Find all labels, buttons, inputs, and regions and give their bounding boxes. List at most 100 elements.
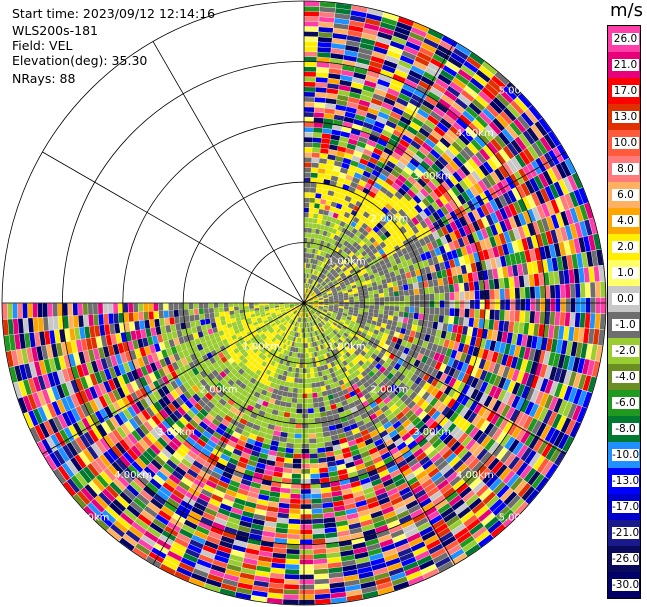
radar-bin [381,17,398,26]
radar-bin [289,503,301,509]
radar-bin [498,131,511,146]
radar-bin [305,348,309,353]
radar-bin [332,212,339,219]
radar-bin [398,311,404,318]
radar-bin [345,45,360,53]
radar-bin [318,328,323,334]
radar-bin [395,220,403,229]
radar-bin [317,284,322,289]
radar-bin [387,235,395,243]
radar-bin [330,276,336,282]
radar-bin [486,141,499,155]
radar-bin [549,366,558,381]
radar-bin [565,209,574,225]
radar-bin [543,152,556,168]
radar-bin [366,350,374,357]
radar-bin [441,152,452,163]
radar-bin [346,169,356,177]
radar-bin [314,372,319,378]
radar-bin [364,392,372,400]
radar-bin [468,441,481,454]
radar-bin [284,457,293,464]
radar-bin [554,382,563,398]
radar-bin [480,435,492,448]
radar-bin [299,554,314,560]
radar-bin [327,190,335,197]
radar-bin [332,280,338,285]
radar-bin [493,197,504,210]
radar-bin [528,348,536,362]
radar-bin [421,42,437,54]
radar-bin [354,188,362,196]
radar-bin [463,254,471,265]
radar-bin [328,68,342,75]
radar-bin [434,78,449,90]
radar-bin [271,562,286,569]
radar-bin [369,236,376,244]
radar-bin [479,488,493,501]
radar-bin [336,287,342,292]
radar-bin [348,296,354,300]
radar-bin [367,286,373,292]
radar-bin [482,108,496,121]
radar-bin [474,368,483,379]
radar-bin [362,314,368,319]
radar-bin [419,294,425,301]
radar-bin [363,272,369,278]
radar-bin [474,167,486,180]
radar-bin [518,322,525,335]
radar-bin [526,127,540,142]
radar-bin [541,202,551,218]
radar-bin [310,310,315,314]
radar-bin [497,389,507,402]
radar-bin [304,11,320,17]
radar-bin [316,260,321,266]
radar-bin [370,353,378,360]
radar-bin [541,217,550,232]
radar-bin [436,228,445,238]
radar-bin [429,397,439,407]
radar-bin [357,104,369,112]
radar-bin [355,212,363,220]
radar-bin [394,296,400,302]
radar-bin [383,97,396,106]
radar-bin [304,202,310,208]
radar-bin [405,271,412,279]
radar-bin [426,152,438,163]
radar-bin [328,305,334,308]
radar-bin [301,328,304,333]
radar-bin [385,190,394,199]
radar-bin [321,133,332,139]
radar-bin [304,1,320,7]
radar-bin [468,317,475,328]
radar-bin [380,151,391,161]
radar-bin [313,208,320,214]
radar-bin [545,201,556,216]
radar-bin [373,46,388,55]
radar-bin [440,69,455,81]
radar-bin [343,332,349,338]
radar-bin [403,347,410,355]
radar-bin [569,421,581,438]
radar-bin [337,313,343,317]
radar-bin [326,280,332,285]
radar-bin [408,391,418,401]
radar-bin [313,298,319,301]
radar-bin [313,296,318,300]
radar-bin [482,407,492,420]
radar-bin [320,327,325,333]
radar-bin [388,83,402,93]
radar-bin [300,519,312,525]
radar-bin [397,381,406,391]
radar-bin [350,198,358,205]
radar-bin [422,568,440,580]
radar-bin [332,329,338,335]
radar-bin [340,264,346,270]
radar-bin [331,315,336,319]
radar-bin [441,94,455,106]
radar-bin [319,1,336,8]
radar-bin [457,68,473,82]
radar-bin [440,235,448,245]
radar-bin [470,299,475,309]
radar-bin [546,168,558,184]
